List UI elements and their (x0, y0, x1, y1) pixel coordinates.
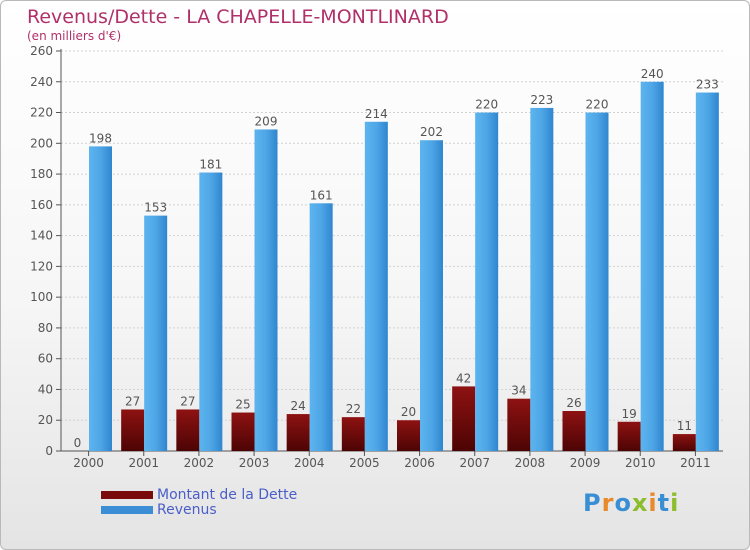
x-tick-label: 2009 (570, 456, 601, 470)
bar-revenus (585, 112, 609, 452)
chart-title: Revenus/Dette - LA CHAPELLE-MONTLINARD (27, 6, 449, 28)
x-tick-label: 2004 (294, 456, 325, 470)
y-tick-label: 120 (30, 259, 53, 273)
data-label-dette: 11 (677, 419, 692, 433)
bar-revenus (364, 121, 388, 452)
data-label-dette: 24 (291, 399, 306, 413)
bar-revenus (475, 112, 499, 452)
bar-revenus (309, 203, 333, 451)
legend-swatch-revenus (101, 505, 153, 514)
bar-dette (452, 386, 476, 451)
data-labels: 0 198 27 153 27 181 25 209 24 161 22 214 20 202 42 220 3… (74, 67, 719, 450)
bar-dette (397, 420, 420, 451)
data-label-revenus: 161 (310, 188, 333, 202)
data-label-revenus: 240 (641, 67, 664, 81)
data-label-revenus: 233 (696, 78, 719, 92)
bar-dette (176, 409, 200, 451)
y-tick-label: 160 (30, 198, 53, 212)
data-label-dette: 0 (74, 436, 82, 450)
y-tick-label: 60 (38, 352, 53, 366)
y-tick-label: 220 (30, 106, 53, 120)
bar-dette (286, 414, 310, 451)
bar-revenus (199, 172, 223, 452)
data-label-dette: 27 (125, 394, 140, 408)
bar-dette (231, 412, 255, 451)
y-tick-label: 0 (45, 444, 53, 458)
bar-revenus (420, 140, 443, 451)
data-label-revenus: 153 (144, 201, 167, 215)
x-tick-label: 2005 (349, 456, 380, 470)
y-tick-label: 200 (30, 136, 53, 150)
y-tick-label: 180 (30, 167, 53, 181)
data-label-dette: 42 (456, 371, 471, 385)
y-tick-label: 100 (30, 290, 53, 304)
data-label-revenus: 209 (255, 114, 278, 128)
legend: Montant de la Dette Revenus (101, 486, 298, 518)
axes: 0204060801001201401601802002202402602000… (30, 44, 723, 470)
data-label-revenus: 223 (530, 93, 553, 107)
y-tick-label: 240 (30, 75, 53, 89)
data-label-dette: 25 (235, 398, 250, 412)
data-label-dette: 26 (566, 396, 581, 410)
legend-label-revenus: Revenus (157, 501, 217, 518)
y-tick-label: 40 (38, 382, 53, 396)
bar-revenus (640, 81, 664, 452)
bar-dette (507, 398, 531, 451)
x-tick-label: 2003 (239, 456, 270, 470)
data-label-dette: 22 (346, 402, 361, 416)
x-tick-label: 2002 (184, 456, 215, 470)
x-tick-label: 2006 (404, 456, 435, 470)
bar-revenus (695, 92, 719, 452)
chart-subtitle: (en milliers d'€) (27, 29, 122, 43)
data-label-revenus: 181 (199, 158, 222, 172)
data-label-dette: 19 (622, 407, 637, 421)
y-tick-label: 20 (38, 413, 53, 427)
data-label-revenus: 220 (475, 98, 498, 112)
bar-revenus (254, 129, 278, 451)
bar-revenus (89, 146, 112, 451)
y-tick-label: 140 (30, 229, 53, 243)
bar-dette (617, 421, 641, 451)
bar-revenus (530, 107, 554, 451)
bars (89, 81, 719, 452)
bar-revenus (144, 215, 168, 451)
x-tick-label: 2010 (625, 456, 656, 470)
x-tick-label: 2000 (73, 456, 104, 470)
data-label-revenus: 214 (365, 107, 388, 121)
data-label-dette: 20 (401, 405, 416, 419)
legend-item-revenus: Revenus (101, 501, 297, 518)
data-label-revenus: 202 (420, 125, 443, 139)
bar-dette (672, 434, 696, 451)
x-tick-label: 2001 (128, 456, 159, 470)
data-label-dette: 27 (180, 394, 195, 408)
legend-item-dette: Montant de la Dette (101, 486, 298, 503)
data-label-dette: 34 (511, 384, 526, 398)
bar-dette (341, 417, 365, 451)
x-tick-label: 2011 (680, 456, 711, 470)
y-tick-label: 260 (30, 44, 53, 58)
data-label-revenus: 220 (586, 98, 609, 112)
data-label-revenus: 198 (89, 131, 112, 145)
bar-dette (562, 411, 586, 451)
proxiti-logo: Proxiti (583, 489, 680, 517)
x-tick-label: 2008 (515, 456, 546, 470)
x-tick-label: 2007 (459, 456, 490, 470)
bar-dette (121, 409, 145, 451)
y-tick-label: 80 (38, 321, 53, 335)
legend-swatch-dette (101, 490, 153, 499)
legend-label-dette: Montant de la Dette (157, 486, 298, 503)
